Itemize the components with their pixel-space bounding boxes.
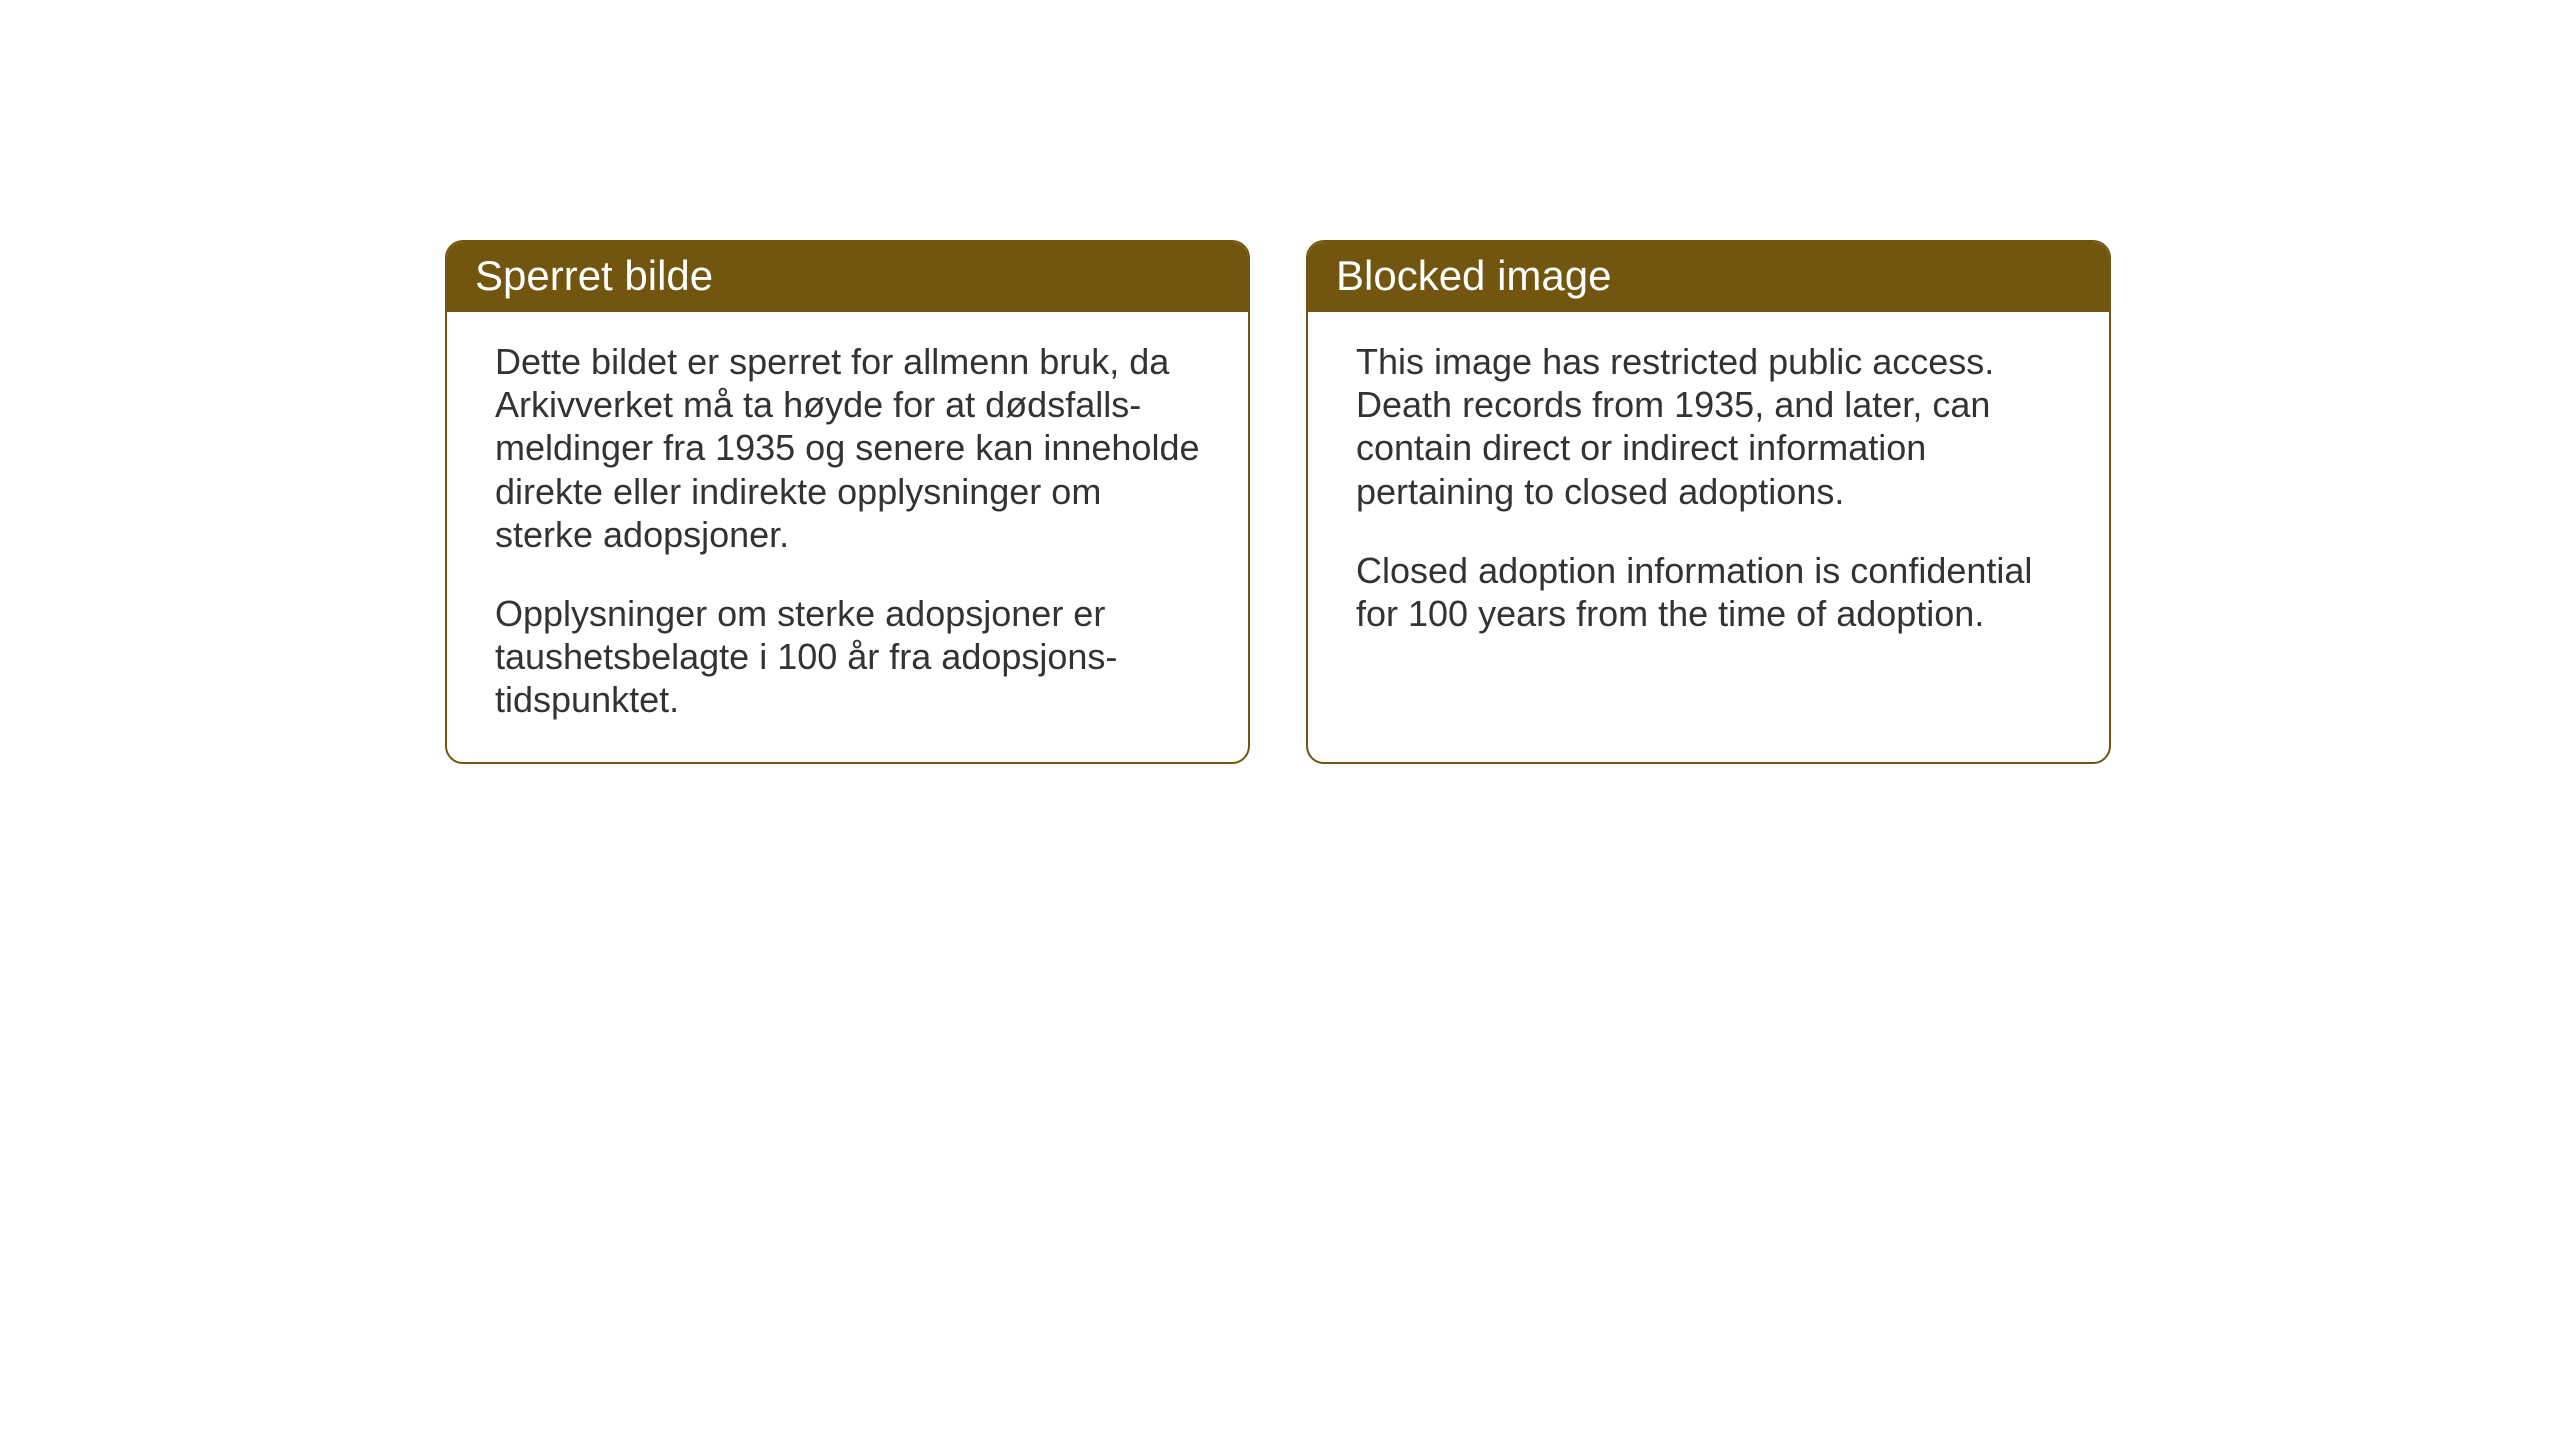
card-paragraph-2-norwegian: Opplysninger om sterke adopsjoner er tau… (495, 592, 1200, 722)
card-paragraph-1-english: This image has restricted public access.… (1356, 340, 2061, 513)
card-title-english: Blocked image (1336, 252, 1611, 299)
card-header-english: Blocked image (1308, 242, 2109, 312)
card-header-norwegian: Sperret bilde (447, 242, 1248, 312)
card-body-norwegian: Dette bildet er sperret for allmenn bruk… (447, 312, 1248, 762)
card-title-norwegian: Sperret bilde (475, 252, 713, 299)
card-paragraph-1-norwegian: Dette bildet er sperret for allmenn bruk… (495, 340, 1200, 556)
notice-card-english: Blocked image This image has restricted … (1306, 240, 2111, 764)
card-paragraph-2-english: Closed adoption information is confident… (1356, 549, 2061, 635)
card-body-english: This image has restricted public access.… (1308, 312, 2109, 713)
notice-container: Sperret bilde Dette bildet er sperret fo… (445, 240, 2111, 764)
notice-card-norwegian: Sperret bilde Dette bildet er sperret fo… (445, 240, 1250, 764)
